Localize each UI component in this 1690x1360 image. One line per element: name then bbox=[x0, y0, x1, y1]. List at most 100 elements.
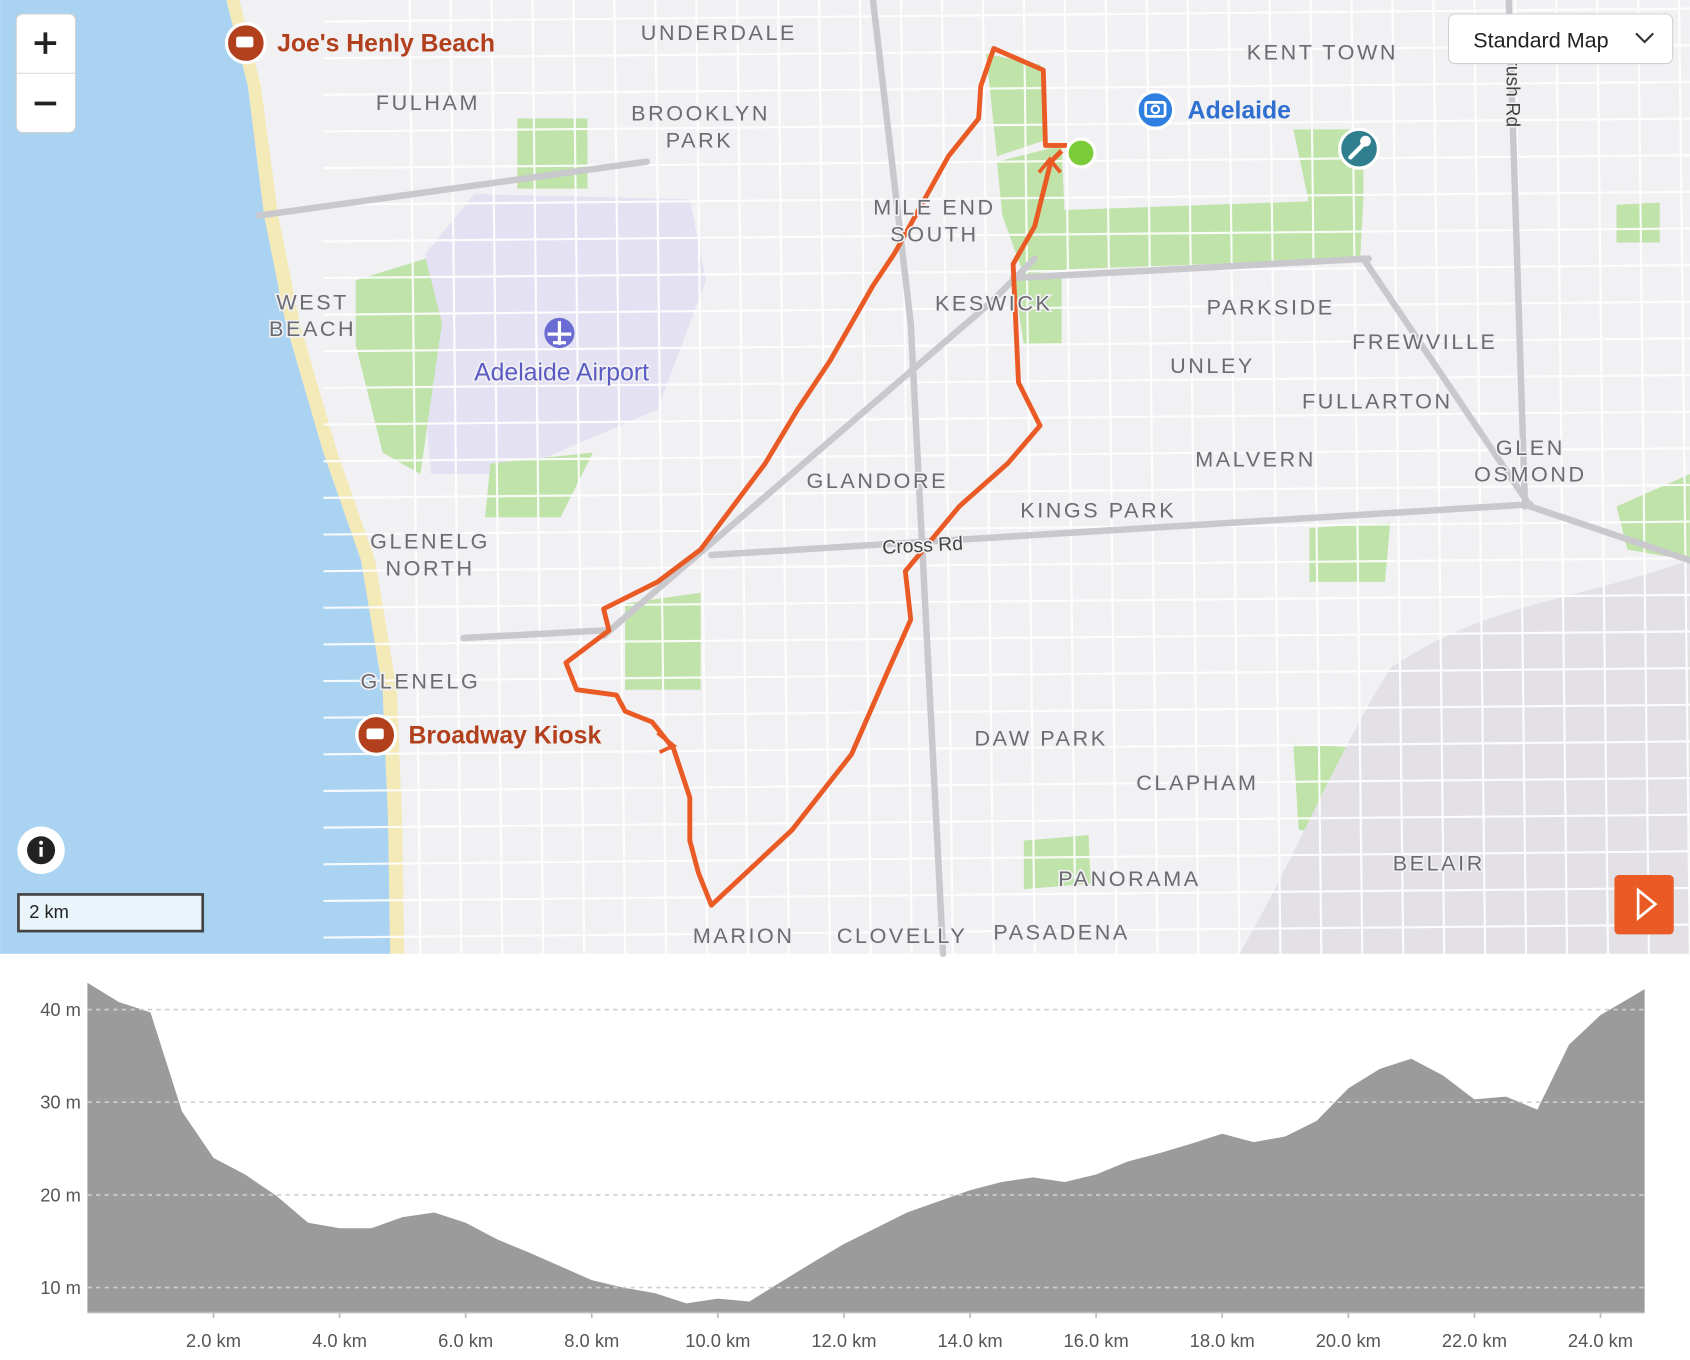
place-label: MARION bbox=[693, 923, 795, 948]
play-button[interactable] bbox=[1614, 875, 1674, 935]
poi-label[interactable]: Broadway Kiosk bbox=[407, 721, 603, 751]
route-arrow bbox=[1037, 156, 1062, 174]
place-label: BELAIR bbox=[1393, 851, 1485, 876]
x-tick-label: 4.0 km bbox=[312, 1330, 367, 1351]
street-grid bbox=[323, 0, 1690, 954]
street bbox=[323, 630, 1690, 646]
place-label: CLOVELLY bbox=[837, 923, 967, 948]
x-tick-label: 2.0 km bbox=[186, 1330, 241, 1351]
elevation-area bbox=[87, 982, 1645, 1313]
street bbox=[408, 0, 422, 954]
x-tick-label: 8.0 km bbox=[564, 1330, 619, 1351]
street bbox=[323, 190, 1690, 206]
street bbox=[323, 447, 1690, 463]
airport-icon bbox=[544, 317, 575, 349]
scale-label: 2 km bbox=[29, 901, 69, 922]
street bbox=[736, 0, 750, 954]
x-tick-label: 6.0 km bbox=[438, 1330, 493, 1351]
cafe-marker[interactable] bbox=[224, 22, 267, 65]
beach bbox=[226, 0, 405, 954]
street bbox=[1555, 0, 1569, 954]
play-box[interactable] bbox=[1614, 875, 1674, 935]
tool-marker[interactable] bbox=[1338, 127, 1381, 170]
x-tick-label: 16.0 km bbox=[1064, 1330, 1129, 1351]
street bbox=[323, 264, 1690, 280]
x-tick-label: 12.0 km bbox=[811, 1330, 876, 1351]
poi-label[interactable]: Adelaide bbox=[1186, 96, 1292, 126]
street bbox=[1022, 0, 1036, 954]
place-label: OSMOND bbox=[1474, 462, 1586, 487]
selector-label[interactable]: Standard Map bbox=[1473, 27, 1608, 52]
zoom-control bbox=[15, 13, 77, 134]
place-label: SOUTH bbox=[890, 221, 978, 246]
street bbox=[1104, 0, 1118, 954]
place-label: PANORAMA bbox=[1058, 866, 1200, 891]
start-marker[interactable] bbox=[1065, 137, 1097, 169]
zoom-in-button[interactable] bbox=[34, 32, 57, 54]
place-label: UNLEY bbox=[1170, 353, 1255, 378]
x-tick-label: 18.0 km bbox=[1190, 1330, 1255, 1351]
street bbox=[490, 0, 504, 954]
street bbox=[1145, 0, 1159, 954]
camera-marker[interactable] bbox=[1135, 89, 1176, 130]
street bbox=[323, 337, 1690, 353]
x-tick-label: 24.0 km bbox=[1568, 1330, 1633, 1351]
street bbox=[531, 0, 545, 954]
street bbox=[981, 0, 995, 954]
street bbox=[1596, 0, 1610, 954]
y-tick-label: 10 m bbox=[40, 1277, 81, 1298]
street bbox=[323, 923, 1690, 939]
street bbox=[323, 373, 1690, 390]
street bbox=[323, 483, 1690, 499]
place-label: MILE END bbox=[873, 194, 995, 219]
selector-box[interactable] bbox=[1447, 13, 1674, 65]
x-tick-label: 22.0 km bbox=[1442, 1330, 1507, 1351]
play-icon[interactable] bbox=[1636, 887, 1658, 921]
place-label: KENT TOWN bbox=[1247, 39, 1398, 64]
street bbox=[323, 886, 1690, 902]
street bbox=[323, 227, 1690, 243]
street bbox=[1432, 0, 1446, 954]
poi-label[interactable]: Joe's Henly Beach bbox=[275, 29, 496, 59]
route bbox=[563, 46, 1067, 908]
poi-label[interactable]: Adelaide Airport bbox=[473, 358, 651, 388]
place-label: NORTH bbox=[386, 555, 475, 580]
place-label: BEACH bbox=[269, 316, 356, 341]
street bbox=[323, 520, 1690, 536]
street bbox=[323, 740, 1690, 756]
place-label: WEST bbox=[276, 289, 349, 314]
place-label: PASADENA bbox=[993, 920, 1129, 945]
map[interactable]: Joe's Henly Beach Broadway Kiosk Adelaid… bbox=[0, 0, 1690, 957]
street bbox=[323, 80, 1690, 96]
place-label: UNDERDALE bbox=[641, 20, 797, 45]
sea bbox=[0, 0, 391, 954]
y-tick-label: 30 m bbox=[40, 1092, 81, 1113]
street bbox=[859, 0, 872, 954]
info-glyph bbox=[39, 847, 43, 857]
map-style-selector[interactable]: Standard Map bbox=[1447, 13, 1674, 65]
street bbox=[323, 410, 1690, 426]
street bbox=[323, 300, 1690, 316]
major-roads bbox=[255, 0, 1690, 957]
road-label: rush Rd bbox=[1502, 59, 1524, 127]
place-label: FULHAM bbox=[376, 90, 480, 115]
street bbox=[1637, 0, 1651, 954]
info-button[interactable] bbox=[17, 826, 65, 874]
street bbox=[323, 117, 1690, 133]
place-label: KINGS PARK bbox=[1020, 497, 1176, 522]
road-label: Cross Rd bbox=[882, 533, 964, 559]
cafe-marker[interactable] bbox=[355, 713, 398, 756]
street bbox=[323, 154, 1690, 170]
street bbox=[654, 0, 668, 954]
place-label: FULLARTON bbox=[1302, 388, 1453, 413]
street bbox=[695, 0, 709, 954]
selector-caret[interactable] bbox=[1635, 32, 1655, 44]
y-tick-label: 40 m bbox=[40, 999, 81, 1020]
place-label: KESWICK bbox=[935, 290, 1052, 315]
street bbox=[613, 0, 627, 954]
x-tick-label: 14.0 km bbox=[937, 1330, 1002, 1351]
place-label: MALVERN bbox=[1195, 447, 1316, 472]
street bbox=[323, 7, 1690, 23]
